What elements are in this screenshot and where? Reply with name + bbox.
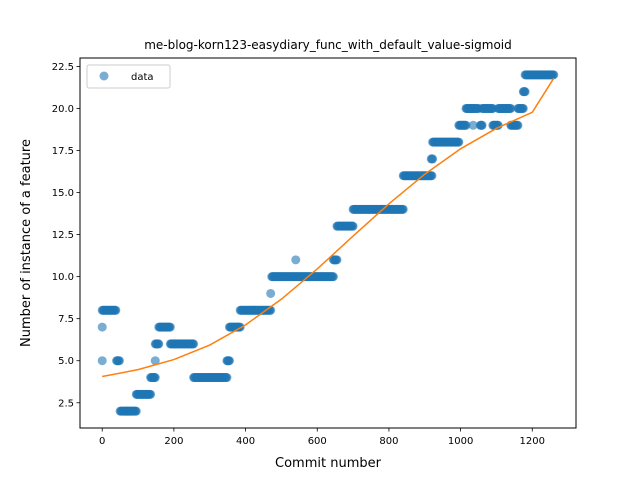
fit-line-group [102, 77, 555, 378]
data-point [114, 356, 124, 366]
y-tick-label: 7.5 [58, 314, 74, 325]
x-tick-label: 200 [164, 436, 183, 447]
x-tick-label: 600 [308, 436, 327, 447]
data-point [506, 103, 516, 113]
x-tick-label: 0 [99, 436, 105, 447]
data-point [520, 87, 530, 97]
y-tick-label: 5.0 [58, 356, 74, 367]
data-point [454, 137, 464, 147]
data-point [477, 120, 487, 130]
data-point [111, 305, 121, 315]
data-point [224, 356, 234, 366]
x-tick-label: 1000 [448, 436, 473, 447]
legend-box [86, 64, 171, 89]
data-point [518, 103, 528, 113]
data-point [97, 322, 107, 332]
data-point [154, 339, 164, 349]
data-point [189, 339, 199, 349]
y-axis-label: Number of instance of a feature [19, 139, 34, 347]
y-tick-label: 2.5 [58, 398, 74, 409]
legend: data [86, 64, 171, 89]
y-tick-label: 15.0 [52, 188, 74, 199]
data-point [398, 204, 408, 214]
data-point [513, 120, 523, 130]
data-point [165, 322, 175, 332]
x-axis-label: Commit number [275, 456, 382, 471]
plot-marks [97, 70, 559, 416]
data-point [146, 389, 156, 399]
x-tick-label: 800 [379, 436, 398, 447]
x-axis: 0 200 400 600 800 1000 1200 [99, 428, 545, 447]
y-tick-label: 10.0 [52, 272, 74, 283]
y-tick-label: 22.5 [52, 62, 74, 73]
legend-label: data [131, 72, 154, 83]
x-tick-label: 400 [236, 436, 255, 447]
chart-title: me-blog-korn123-easydiary_func_with_defa… [144, 38, 512, 52]
plot-frame [79, 57, 577, 429]
data-point [427, 171, 437, 181]
x-tick-label: 1200 [520, 436, 545, 447]
data-point [348, 221, 358, 231]
data-point [428, 154, 438, 164]
y-axis: 2.5 5.0 7.5 10.0 12.5 15.0 17.5 20.0 22.5 [52, 62, 80, 409]
data-point [461, 120, 471, 130]
fit-line [102, 77, 555, 378]
data-point [222, 373, 232, 383]
data-point [150, 356, 160, 366]
data-point [150, 373, 160, 383]
data-point [97, 356, 107, 366]
data-point [266, 288, 276, 298]
data-point [131, 406, 141, 416]
data-point [332, 255, 342, 265]
data-point [468, 120, 478, 130]
y-tick-label: 20.0 [52, 104, 74, 115]
data-point [549, 70, 559, 80]
y-tick-label: 12.5 [52, 230, 74, 241]
y-tick-label: 17.5 [52, 146, 74, 157]
data-point [328, 272, 338, 282]
data-point [291, 255, 301, 265]
data-point [493, 120, 503, 130]
legend-marker [99, 71, 109, 81]
